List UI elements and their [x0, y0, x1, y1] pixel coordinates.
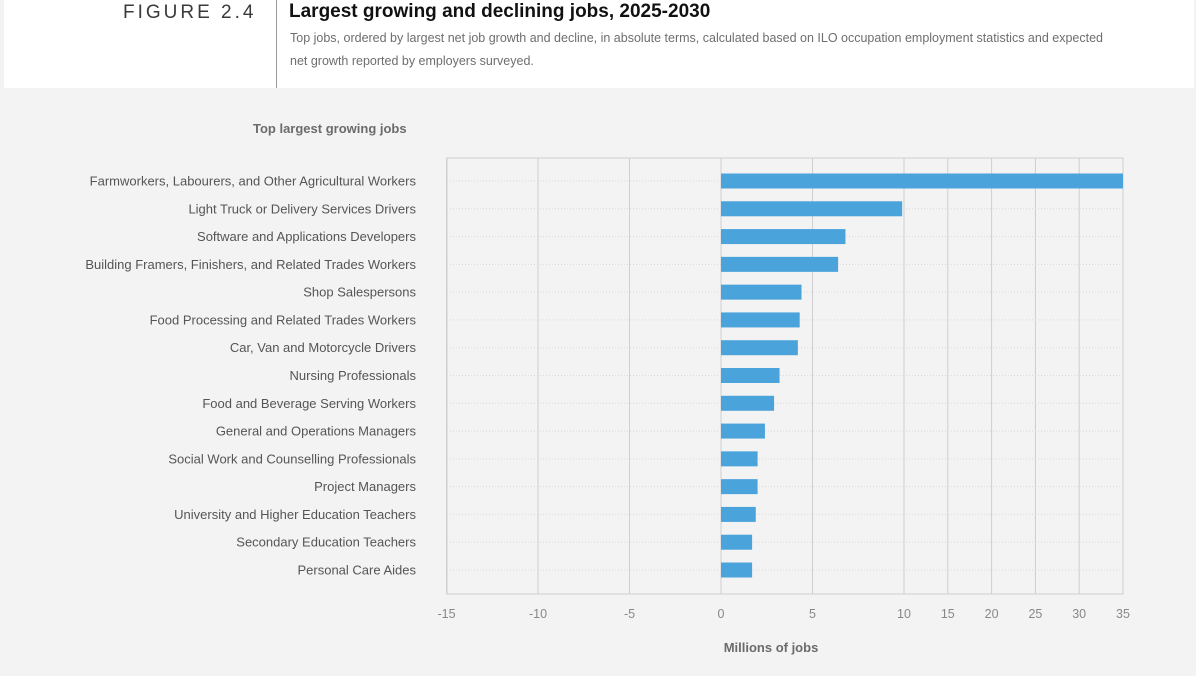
bar — [721, 256, 839, 272]
x-tick-label: 25 — [1028, 607, 1042, 621]
bar — [721, 312, 800, 328]
bar — [721, 534, 753, 550]
bar — [721, 173, 1123, 189]
bar — [721, 506, 756, 522]
category-label: Car, Van and Motorcycle Drivers — [230, 340, 417, 355]
bar — [721, 229, 846, 245]
bars — [721, 173, 1123, 578]
category-label: University and Higher Education Teachers — [174, 507, 416, 522]
category-labels: Farmworkers, Labourers, and Other Agricu… — [85, 174, 416, 578]
figure-subtitle: Top jobs, ordered by largest net job gro… — [290, 31, 1103, 68]
bar — [721, 340, 798, 356]
x-tick-label: 5 — [809, 607, 816, 621]
category-label: Software and Applications Developers — [197, 229, 416, 244]
category-label: Project Managers — [314, 479, 416, 494]
bar — [721, 562, 753, 578]
x-tick-labels: -15 -10 -5 0 5 10 15 20 25 30 35 — [437, 607, 1130, 621]
bar — [721, 423, 765, 439]
x-tick-label: -5 — [624, 607, 635, 621]
header-divider — [276, 0, 277, 88]
figure-title: Largest growing and declining jobs, 2025… — [289, 1, 711, 22]
category-label: Food Processing and Related Trades Worke… — [150, 312, 417, 327]
category-label: Social Work and Counselling Professional… — [168, 451, 416, 466]
figure-label: FIGURE 2.4 — [123, 2, 257, 23]
bar — [721, 284, 802, 300]
category-label: Nursing Professionals — [290, 368, 417, 383]
category-label: Farmworkers, Labourers, and Other Agricu… — [90, 174, 417, 189]
category-label: Building Framers, Finishers, and Related… — [85, 257, 416, 272]
x-tick-label: 30 — [1072, 607, 1086, 621]
category-label: Personal Care Aides — [297, 563, 416, 578]
bar — [721, 368, 780, 383]
section-heading: Top largest growing jobs — [253, 121, 407, 136]
grid-lines — [446, 157, 1124, 595]
plot-frame — [446, 157, 1124, 595]
x-axis-title: Millions of jobs — [724, 640, 819, 655]
bar — [721, 479, 758, 495]
category-label: Secondary Education Teachers — [236, 535, 416, 550]
bar — [721, 395, 775, 411]
x-tick-label: 35 — [1116, 607, 1130, 621]
figure-header: FIGURE 2.4 Largest growing and declining… — [4, 0, 1194, 88]
x-tick-label: -15 — [437, 607, 455, 621]
x-tick-label: -10 — [529, 607, 547, 621]
category-label: Shop Salespersons — [303, 285, 416, 300]
x-tick-label: 0 — [718, 607, 725, 621]
category-label: Food and Beverage Serving Workers — [202, 396, 416, 411]
x-tick-label: 15 — [941, 607, 955, 621]
x-tick-label: 10 — [897, 607, 911, 621]
bar — [721, 201, 903, 217]
bar — [721, 451, 758, 467]
category-label: Light Truck or Delivery Services Drivers — [188, 201, 416, 216]
category-label: General and Operations Managers — [216, 424, 417, 439]
x-tick-label: 20 — [985, 607, 999, 621]
